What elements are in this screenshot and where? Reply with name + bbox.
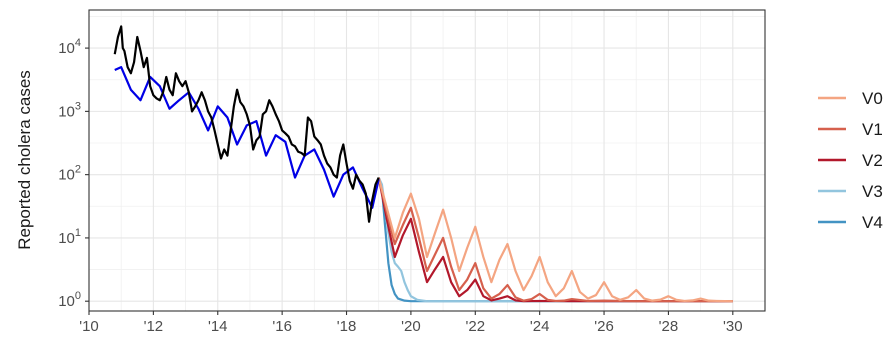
series-line-v1 xyxy=(377,177,733,303)
legend-label-v1: V1 xyxy=(862,120,883,139)
grid xyxy=(88,10,766,311)
x-tick-label: '18 xyxy=(337,318,357,335)
y-tick-label: 101 xyxy=(58,227,81,247)
x-tick-label: '20 xyxy=(401,318,421,335)
x-tick-label: '28 xyxy=(659,318,679,335)
x-tick-label: '30 xyxy=(723,318,743,335)
x-tick-label: '12 xyxy=(144,318,164,335)
y-tick-label: 103 xyxy=(58,100,81,120)
x-tick-label: '26 xyxy=(594,318,614,335)
legend-label-v3: V3 xyxy=(862,182,883,201)
y-tick-label: 102 xyxy=(58,164,81,184)
legend-label-v2: V2 xyxy=(862,151,883,170)
y-axis-title: Reported cholera cases xyxy=(15,70,34,250)
x-tick-label: '16 xyxy=(272,318,292,335)
x-tick-label: '24 xyxy=(530,318,550,335)
y-axis: 100 101 102 103 104 xyxy=(58,37,89,310)
series-line-fitted xyxy=(114,66,380,209)
plot-panel-border xyxy=(88,9,766,312)
series-line-observed xyxy=(113,25,380,223)
x-axis: '10 '12 '14 '16 '18 '20 '22 '24 '26 '28 '30 xyxy=(79,311,743,335)
series-line-v0 xyxy=(377,177,733,303)
legend-label-v4: V4 xyxy=(862,213,883,232)
series-lines xyxy=(113,25,733,303)
y-tick-label: 104 xyxy=(58,37,81,57)
series-line-v2 xyxy=(377,177,733,303)
x-tick-label: '14 xyxy=(208,318,228,335)
y-tick-label: 100 xyxy=(58,290,81,310)
x-tick-label: '10 xyxy=(79,318,99,335)
legend: V0 V1 V2 V3 V4 xyxy=(818,89,883,232)
x-tick-label: '22 xyxy=(466,318,486,335)
legend-label-v0: V0 xyxy=(862,89,883,108)
